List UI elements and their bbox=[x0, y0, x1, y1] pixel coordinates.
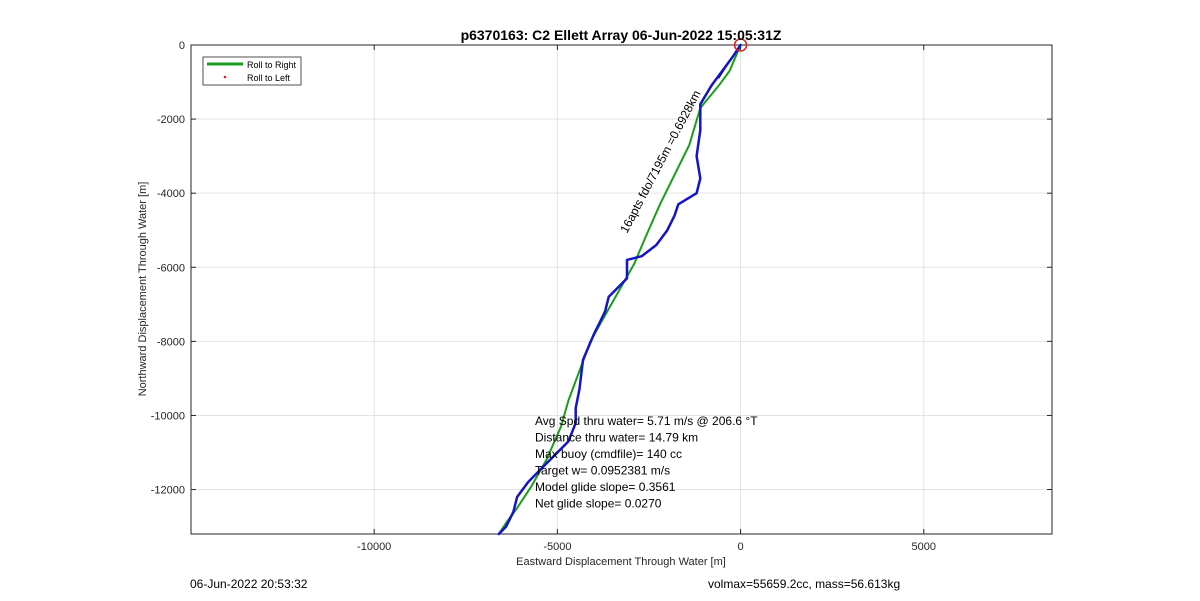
legend-label-roll-left: Roll to Left bbox=[247, 73, 291, 83]
y-tick-label: -4000 bbox=[157, 188, 185, 200]
stats-line: Target w= 0.0952381 m/s bbox=[535, 464, 670, 478]
axis-ticks: -10000 -5000 0 5000 0 -2000 -4000 -6000 -8000 -10… bbox=[151, 40, 1052, 553]
footer-mass-info: volmax=55659.2cc, mass=56.613kg bbox=[708, 577, 901, 591]
y-tick-label: -6000 bbox=[157, 262, 185, 274]
axes-box bbox=[190, 44, 1053, 535]
legend-label-roll-right: Roll to Right bbox=[247, 60, 297, 70]
y-tick-label: -12000 bbox=[151, 485, 185, 497]
legend: Roll to Right Roll to Left bbox=[202, 56, 302, 86]
y-tick-label: -2000 bbox=[157, 114, 185, 126]
x-axis-label: Eastward Displacement Through Water [m] bbox=[516, 556, 726, 568]
y-tick-label: -8000 bbox=[157, 336, 185, 348]
y-axis-label: Northward Displacement Through Water [m] bbox=[137, 182, 149, 397]
footer-timestamp: 06-Jun-2022 20:53:32 bbox=[190, 577, 308, 591]
y-tick-label: 0 bbox=[179, 40, 185, 52]
series-roll-right-line bbox=[497, 44, 742, 535]
stats-line: Avg Spd thru water= 5.71 m/s @ 206.6 °T bbox=[535, 414, 758, 428]
x-tick-label: 5000 bbox=[912, 541, 936, 553]
chart-title: p6370163: C2 Ellett Array 06-Jun-2022 15… bbox=[461, 27, 782, 43]
stats-block: Avg Spd thru water= 5.71 m/s @ 206.6 °T D… bbox=[535, 414, 758, 511]
stats-line: Distance thru water= 14.79 km bbox=[535, 431, 698, 445]
plot-area bbox=[191, 45, 1052, 534]
y-tick-label: -10000 bbox=[151, 410, 185, 422]
series-layer bbox=[497, 43, 742, 536]
stats-line: Net glide slope= 0.0270 bbox=[535, 497, 662, 511]
start-marker-circle bbox=[733, 38, 748, 52]
stats-line: Max buoy (cmdfile)= 140 cc bbox=[535, 447, 682, 461]
stats-line: Model glide slope= 0.3561 bbox=[535, 480, 676, 494]
legend-box bbox=[202, 56, 302, 86]
x-tick-label: -10000 bbox=[357, 541, 391, 553]
series-roll-left-line bbox=[497, 43, 742, 536]
start-marker-layer bbox=[733, 38, 748, 52]
legend-marker-roll-left bbox=[223, 75, 227, 79]
x-tick-label: 0 bbox=[738, 541, 744, 553]
x-tick-label: -5000 bbox=[543, 541, 571, 553]
